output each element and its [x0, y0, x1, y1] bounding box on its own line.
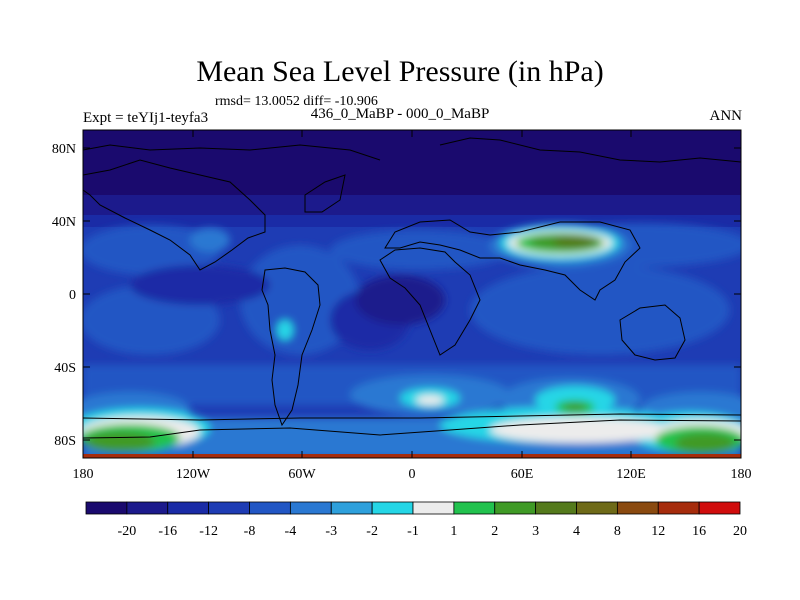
lat-label-80s: 80S [54, 434, 76, 449]
season-label: ANN [709, 108, 743, 124]
colorbar-label: 16 [692, 524, 706, 539]
lat-label-0: 0 [69, 288, 76, 303]
colorbar-label: 2 [491, 524, 498, 539]
colorbar-label: -4 [285, 524, 297, 539]
colorbar-label: -2 [366, 524, 378, 539]
colorbar-label: 12 [651, 524, 665, 539]
colorbar-swatch [616, 501, 659, 515]
colorbar-swatch [535, 501, 577, 515]
colorbar-label: -20 [118, 524, 137, 539]
colorbar-label: -8 [244, 524, 256, 539]
colorbar-swatch [412, 501, 455, 515]
colorbar-label: 8 [614, 524, 621, 539]
lat-label-40s: 40S [54, 361, 76, 376]
colorbar-swatch [85, 501, 128, 515]
lon-label-180w: 180 [73, 467, 94, 482]
colorbar [85, 501, 741, 515]
lon-label-180e: 180 [731, 467, 752, 482]
lon-label-60e: 60E [511, 467, 534, 482]
lat-label-80n: 80N [52, 142, 76, 157]
subtitle: 436_0_MaBP - 000_0_MaBP [310, 106, 490, 122]
colorbar-label: 3 [532, 524, 539, 539]
colorbar-swatch [249, 501, 291, 515]
lon-label-0: 0 [409, 467, 416, 482]
lon-label-120e: 120E [616, 467, 646, 482]
colorbar-label: -16 [158, 524, 177, 539]
colorbar-swatch [289, 501, 332, 515]
colorbar-label: -1 [407, 524, 419, 539]
colorbar-label: -3 [325, 524, 337, 539]
colorbar-label: 4 [573, 524, 580, 539]
colorbar-swatch [698, 501, 741, 515]
colorbar-label: 20 [733, 524, 747, 539]
chart-title: Mean Sea Level Pressure (in hPa) [196, 55, 604, 88]
lon-labels: 180 120W 60W 0 60E 120E 180 [73, 467, 752, 482]
colorbar-labels: -20 -16 -12 -8 -4 -3 -2 -1 1 2 3 4 8 12 16 20 [118, 524, 747, 539]
colorbar-swatch [126, 501, 169, 515]
colorbar-swatch [330, 501, 373, 515]
colorbar-swatch [657, 501, 700, 515]
lat-ticks [83, 147, 741, 441]
colorbar-label: -12 [199, 524, 218, 539]
colorbar-swatch [576, 501, 618, 515]
coastlines [83, 137, 741, 439]
map-field [83, 130, 741, 458]
lon-label-120w: 120W [176, 467, 211, 482]
colorbar-swatch [371, 501, 414, 515]
colorbar-label: 1 [450, 524, 457, 539]
colorbar-swatch [453, 501, 496, 515]
lat-labels: 80N 40N 0 40S 80S [52, 142, 76, 449]
lon-ticks [192, 130, 632, 458]
lon-label-60w: 60W [288, 467, 316, 482]
stats-label: rmsd= 13.0052 diff= -10.906 [215, 94, 378, 109]
colorbar-swatch [208, 501, 250, 515]
colorbar-swatch [167, 501, 210, 515]
experiment-label: Expt = teYIj1-teyfa3 [83, 110, 209, 126]
lat-label-40n: 40N [52, 215, 76, 230]
colorbar-swatch [494, 501, 537, 515]
